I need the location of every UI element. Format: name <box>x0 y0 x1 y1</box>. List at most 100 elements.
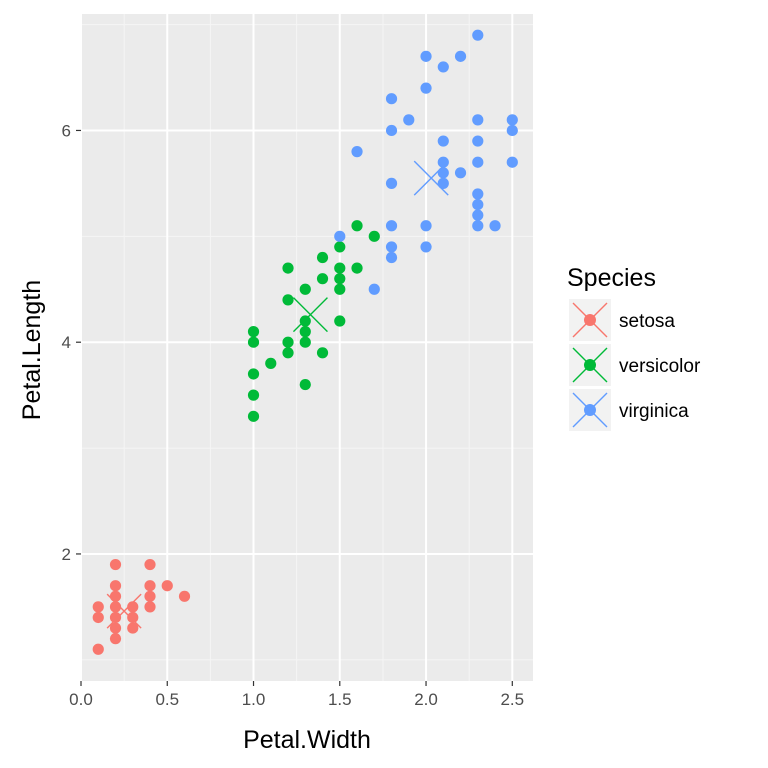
point-setosa <box>109 580 122 592</box>
point-versicolor <box>316 273 329 285</box>
point-virginica <box>472 220 484 232</box>
x-tick-label: 1.5 <box>328 690 352 709</box>
point-setosa <box>144 558 156 571</box>
point-versicolor <box>334 283 346 295</box>
point-setosa <box>161 580 173 592</box>
point-setosa <box>109 622 122 634</box>
point-setosa <box>92 643 104 655</box>
x-tick-label: 0.5 <box>155 690 179 709</box>
point-virginica <box>437 135 449 147</box>
point-versicolor <box>316 251 329 264</box>
centroid-mark-versicolor <box>292 297 328 333</box>
point-virginica <box>472 29 484 41</box>
point-virginica <box>472 209 484 221</box>
point-versicolor <box>351 262 363 274</box>
point-virginica <box>385 124 398 137</box>
point-setosa <box>109 601 122 613</box>
centroid-mark-setosa <box>106 593 142 629</box>
y-tick-label: 6 <box>62 121 71 140</box>
point-virginica <box>368 283 380 295</box>
point-virginica <box>437 177 449 189</box>
point-versicolor <box>282 347 294 359</box>
point-versicolor <box>351 220 363 232</box>
point-virginica <box>489 220 501 232</box>
y-tick-label: 4 <box>62 333 71 352</box>
centroid-markers <box>106 160 449 629</box>
legend-title: Species <box>567 264 656 292</box>
point-setosa <box>109 633 122 645</box>
point-versicolor <box>247 368 260 380</box>
point-versicolor <box>299 283 311 295</box>
point-virginica <box>506 114 518 126</box>
point-virginica <box>437 156 449 168</box>
point-setosa <box>127 611 139 624</box>
legend: Species setosa versicolor virginica <box>567 264 701 431</box>
legend-key-dot <box>584 314 596 326</box>
point-virginica <box>472 135 484 147</box>
point-virginica <box>437 167 449 179</box>
legend-key-dot <box>584 404 596 416</box>
point-versicolor <box>282 336 294 348</box>
point-virginica <box>385 177 398 189</box>
point-virginica <box>472 114 484 126</box>
point-setosa <box>109 590 122 602</box>
point-setosa <box>144 601 156 613</box>
y-tick-label: 2 <box>62 545 71 564</box>
y-axis-ticks: 2 4 6 <box>62 121 81 564</box>
x-axis-ticks: 0.0 0.5 1.0 1.5 2.0 2.5 <box>69 681 524 709</box>
legend-key-dot <box>584 359 596 371</box>
point-virginica <box>506 156 518 168</box>
point-setosa <box>127 622 139 634</box>
point-virginica <box>454 167 467 179</box>
point-virginica <box>506 124 518 137</box>
point-virginica <box>385 251 398 264</box>
point-versicolor <box>247 336 260 348</box>
point-setosa <box>178 590 191 602</box>
point-virginica <box>385 220 398 232</box>
point-versicolor <box>334 315 346 327</box>
x-tick-label: 2.5 <box>500 690 524 709</box>
point-setosa <box>109 611 122 624</box>
point-versicolor <box>265 357 277 369</box>
point-setosa <box>127 601 139 613</box>
point-virginica <box>420 241 432 253</box>
x-tick-label: 1.0 <box>242 690 266 709</box>
point-versicolor <box>299 326 311 338</box>
point-versicolor <box>299 315 311 327</box>
point-virginica <box>334 230 346 242</box>
point-setosa <box>92 601 104 613</box>
point-virginica <box>472 156 484 168</box>
point-setosa <box>144 590 156 602</box>
point-virginica <box>437 61 449 73</box>
point-setosa <box>109 558 122 571</box>
data-points <box>92 29 518 655</box>
legend-label-versicolor: versicolor <box>619 356 701 377</box>
point-versicolor <box>334 241 346 253</box>
point-virginica <box>472 188 484 200</box>
point-virginica <box>403 114 415 126</box>
point-versicolor <box>247 326 260 338</box>
grid-minor <box>81 14 533 681</box>
point-versicolor <box>282 262 294 274</box>
x-tick-label: 0.0 <box>69 690 93 709</box>
point-virginica <box>472 198 484 211</box>
point-virginica <box>385 93 398 105</box>
legend-label-virginica: virginica <box>619 401 689 422</box>
point-virginica <box>420 82 432 94</box>
point-virginica <box>420 50 432 62</box>
point-virginica <box>351 146 363 158</box>
point-versicolor <box>316 347 329 359</box>
point-versicolor <box>247 410 260 422</box>
point-versicolor <box>368 230 380 242</box>
point-setosa <box>144 580 156 592</box>
x-axis-title: Petal.Width <box>243 726 371 754</box>
point-virginica <box>385 241 398 253</box>
y-axis-title: Petal.Length <box>18 280 46 420</box>
point-versicolor <box>299 336 311 348</box>
point-virginica <box>454 50 467 62</box>
x-tick-label: 2.0 <box>414 690 438 709</box>
point-versicolor <box>247 389 260 401</box>
point-versicolor <box>334 273 346 285</box>
point-setosa <box>92 611 104 624</box>
